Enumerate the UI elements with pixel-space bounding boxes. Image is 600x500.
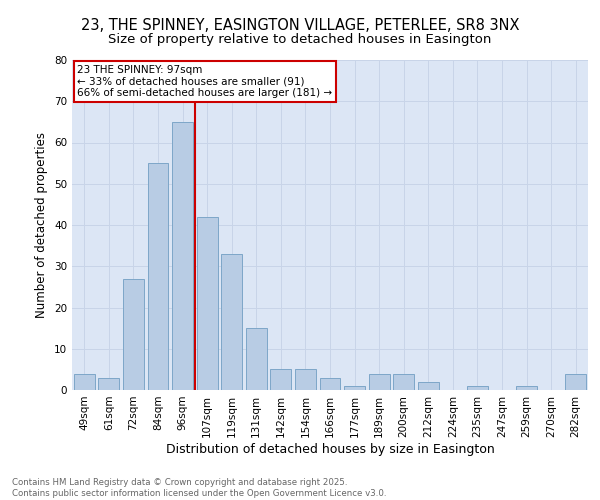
- Text: 23, THE SPINNEY, EASINGTON VILLAGE, PETERLEE, SR8 3NX: 23, THE SPINNEY, EASINGTON VILLAGE, PETE…: [81, 18, 519, 32]
- Text: 23 THE SPINNEY: 97sqm
← 33% of detached houses are smaller (91)
66% of semi-deta: 23 THE SPINNEY: 97sqm ← 33% of detached …: [77, 65, 332, 98]
- Bar: [516, 386, 537, 390]
- Bar: [221, 254, 242, 390]
- Bar: [197, 217, 218, 390]
- Bar: [98, 378, 119, 390]
- Bar: [271, 370, 292, 390]
- Bar: [320, 378, 340, 390]
- Bar: [344, 386, 365, 390]
- Bar: [246, 328, 267, 390]
- Bar: [295, 370, 316, 390]
- Bar: [418, 382, 439, 390]
- Bar: [123, 278, 144, 390]
- Bar: [172, 122, 193, 390]
- Text: Size of property relative to detached houses in Easington: Size of property relative to detached ho…: [109, 32, 491, 46]
- Y-axis label: Number of detached properties: Number of detached properties: [35, 132, 49, 318]
- Bar: [467, 386, 488, 390]
- Text: Contains HM Land Registry data © Crown copyright and database right 2025.
Contai: Contains HM Land Registry data © Crown c…: [12, 478, 386, 498]
- Bar: [368, 374, 389, 390]
- Bar: [565, 374, 586, 390]
- Bar: [148, 163, 169, 390]
- Bar: [74, 374, 95, 390]
- Bar: [393, 374, 414, 390]
- X-axis label: Distribution of detached houses by size in Easington: Distribution of detached houses by size …: [166, 442, 494, 456]
